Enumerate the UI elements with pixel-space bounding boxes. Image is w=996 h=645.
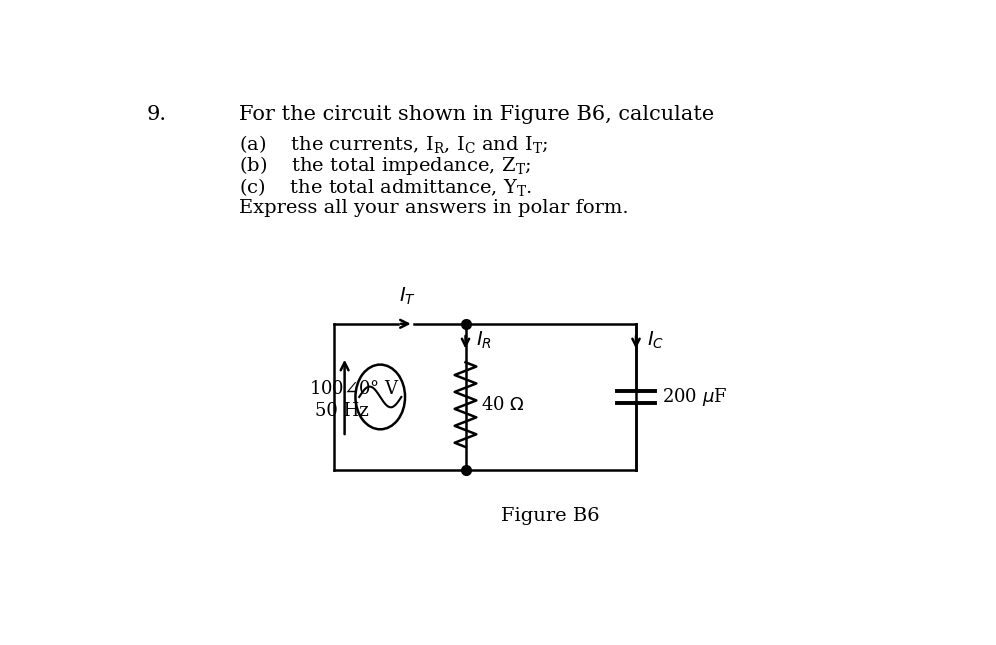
Text: (a)    the currents, $\mathregular{I_R}$, $\mathregular{I_C}$ and $\mathregular{: (a) the currents, $\mathregular{I_R}$, $… <box>239 133 549 155</box>
Text: 40 $\Omega$: 40 $\Omega$ <box>481 395 525 413</box>
Text: $\mathregular{100\angle0°}$ V: $\mathregular{100\angle0°}$ V <box>309 381 399 398</box>
Text: $I_C$: $I_C$ <box>646 330 664 352</box>
Text: (c)    the total admittance, $\mathregular{Y_T}$.: (c) the total admittance, $\mathregular{… <box>239 176 532 198</box>
Text: $I_T$: $I_T$ <box>398 286 416 307</box>
Text: Figure B6: Figure B6 <box>501 507 600 525</box>
Text: (b)    the total impedance, $\mathregular{Z_T}$;: (b) the total impedance, $\mathregular{Z… <box>239 154 532 177</box>
Text: 9.: 9. <box>146 105 166 124</box>
Text: 200 $\mu$F: 200 $\mu$F <box>662 386 728 408</box>
Text: 50 Hz: 50 Hz <box>315 402 369 420</box>
Text: $I_R$: $I_R$ <box>476 330 492 352</box>
Text: Express all your answers in polar form.: Express all your answers in polar form. <box>239 199 628 217</box>
Text: For the circuit shown in Figure B6, calculate: For the circuit shown in Figure B6, calc… <box>239 105 714 124</box>
